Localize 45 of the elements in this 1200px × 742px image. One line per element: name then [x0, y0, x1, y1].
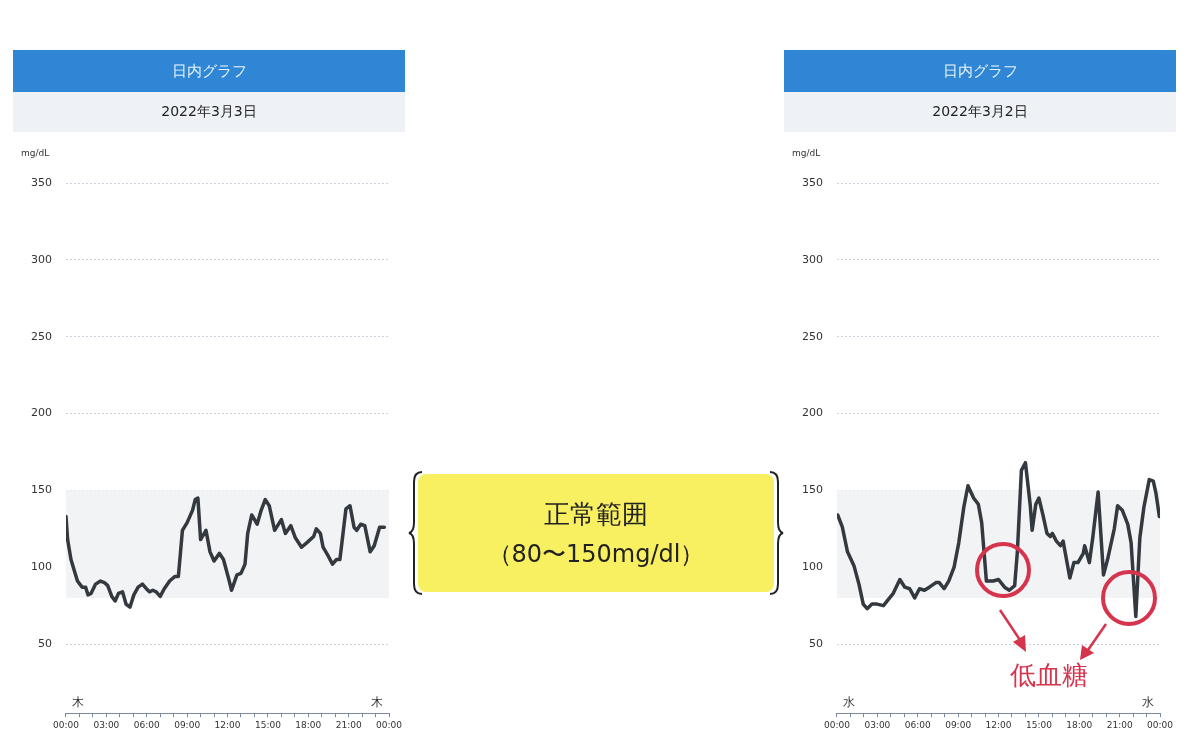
- text: 正常範囲: [544, 497, 648, 531]
- annotation: 低血糖: [1009, 659, 1089, 692]
- y-tick-label: 100: [802, 560, 823, 574]
- y-tick-label: 100: [31, 560, 52, 574]
- annotation: 木: [72, 695, 84, 710]
- y-axis-title: mg/dL: [21, 147, 50, 158]
- x-tick-label: 18:00: [295, 719, 322, 730]
- annotation: 木: [371, 695, 384, 710]
- x-tick-label: 06:00: [133, 719, 160, 730]
- x-tick-label: 09:00: [174, 719, 201, 730]
- x-tick-label: 06:00: [904, 719, 931, 730]
- text: （80〜150mg/dl）: [487, 538, 705, 570]
- y-tick-label: 150: [31, 483, 52, 497]
- y-tick-label: 200: [802, 406, 823, 420]
- x-tick-label: 21:00: [335, 719, 362, 730]
- y-tick-label: 200: [31, 406, 52, 420]
- y-tick-label: 250: [31, 329, 52, 343]
- chart-title: 日内グラフ: [13, 50, 405, 92]
- x-tick-label: 03:00: [864, 719, 891, 730]
- annotation: 水: [1142, 695, 1155, 710]
- x-tick-label: 00:00: [53, 719, 80, 730]
- y-tick-label: 150: [802, 483, 823, 497]
- x-tick-label: 15:00: [254, 719, 282, 730]
- x-tick-label: 21:00: [1106, 719, 1133, 730]
- chart-title: 日内グラフ: [784, 50, 1176, 92]
- x-tick-label: 18:00: [1066, 719, 1093, 730]
- chart-subtitle: 2022年3月3日: [13, 92, 405, 132]
- x-tick-label: 00:00: [376, 719, 403, 730]
- y-tick-label: 50: [38, 636, 52, 650]
- y-tick-label: 250: [802, 329, 823, 343]
- y-tick-label: 50: [809, 636, 823, 650]
- y-tick-label: 350: [31, 175, 52, 189]
- y-tick-label: 300: [31, 252, 52, 266]
- chart-subtitle: 2022年3月2日: [784, 92, 1176, 132]
- y-axis-title: mg/dL: [792, 147, 821, 158]
- x-tick-label: 00:00: [1147, 719, 1174, 730]
- y-tick-label: 300: [802, 252, 823, 266]
- x-tick-label: 15:00: [1025, 719, 1053, 730]
- x-tick-label: 03:00: [93, 719, 120, 730]
- x-tick-label: 12:00: [214, 719, 241, 730]
- annotation: 水: [843, 695, 855, 710]
- x-tick-label: 09:00: [945, 719, 972, 730]
- x-tick-label: 00:00: [824, 719, 851, 730]
- x-tick-label: 12:00: [985, 719, 1012, 730]
- y-tick-label: 350: [802, 175, 823, 189]
